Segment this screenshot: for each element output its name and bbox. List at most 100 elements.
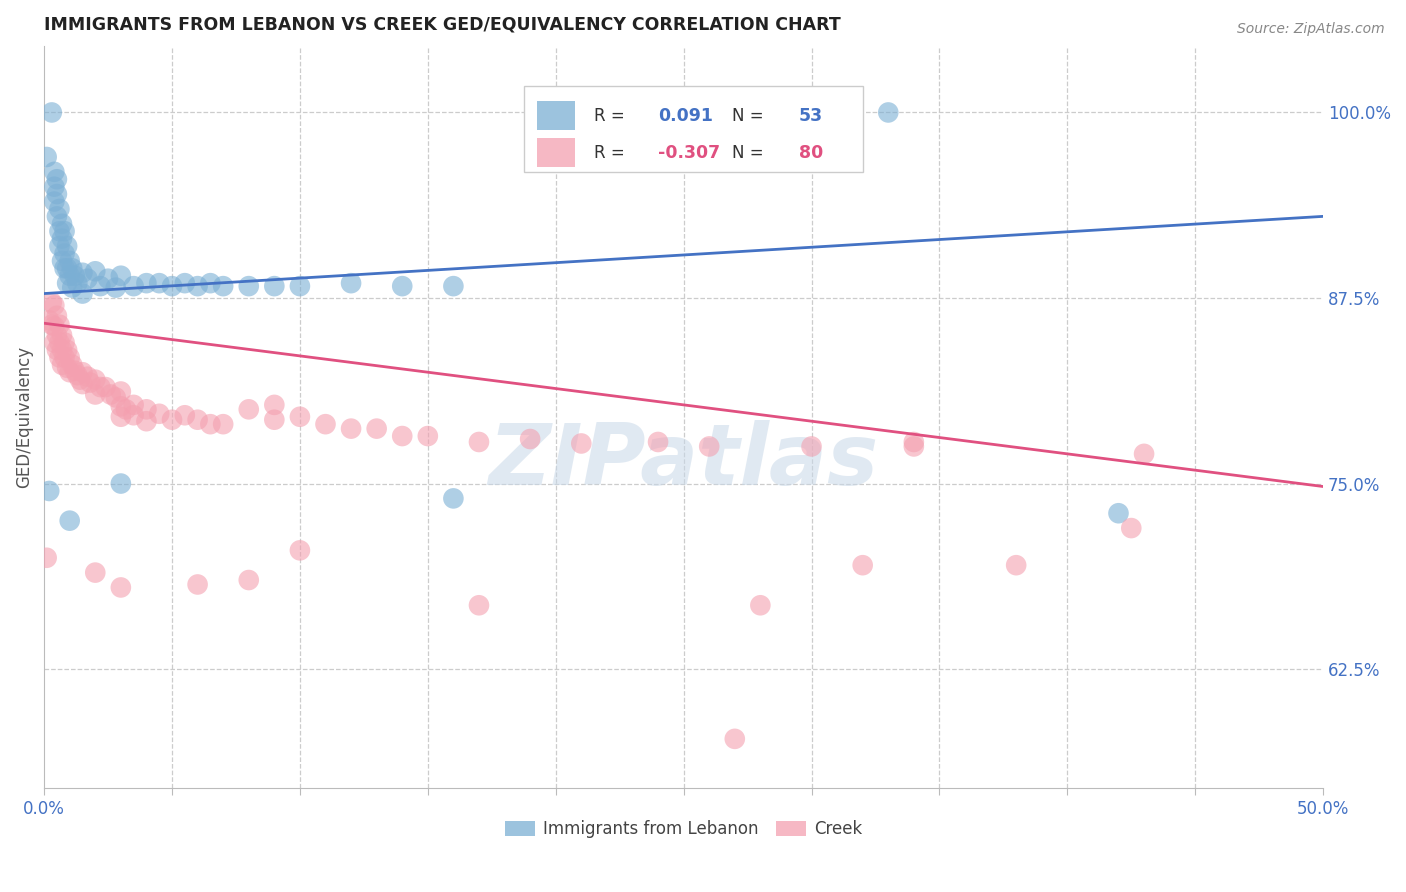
Point (66, 276, 89, 290)
Point (110, 409, 132, 424)
Point (41, 318, 63, 332)
Point (53, 246, 76, 260)
Point (89, 279, 111, 293)
Point (160, 413, 183, 427)
Point (72, 377, 94, 392)
Point (76, 271, 98, 285)
Point (84, 264, 107, 278)
Point (1005, 558, 1028, 573)
Point (63, 364, 86, 378)
Text: Source: ZipAtlas.com: Source: ZipAtlas.com (1237, 22, 1385, 37)
Point (51, 232, 73, 246)
Point (366, 422, 388, 436)
Point (38, 483, 60, 498)
Text: ZIPatlas: ZIPatlas (488, 420, 879, 503)
Text: R =: R = (595, 145, 630, 162)
Point (104, 391, 127, 405)
Text: 53: 53 (799, 107, 823, 125)
Point (647, 435, 669, 450)
Point (200, 276, 222, 290)
Point (56, 343, 79, 357)
Point (135, 414, 157, 428)
Point (59, 268, 82, 283)
Point (315, 417, 337, 432)
Point (48, 202, 70, 216)
Point (35, 150, 58, 164)
Legend: Immigrants from Lebanon, Creek: Immigrants from Lebanon, Creek (496, 812, 870, 847)
Point (724, 731, 747, 746)
Point (60, 358, 83, 372)
Point (44, 165, 66, 179)
Y-axis label: GED/Equivalency: GED/Equivalency (15, 346, 32, 488)
Point (56, 276, 79, 290)
Point (238, 402, 260, 417)
Point (697, 439, 720, 453)
Point (441, 279, 464, 293)
Point (238, 279, 260, 293)
Point (48, 351, 70, 365)
Point (89, 380, 111, 394)
Point (48, 239, 70, 253)
Point (69, 373, 91, 387)
Point (48, 318, 70, 332)
Point (53, 351, 76, 365)
Point (59, 514, 82, 528)
Point (173, 409, 195, 423)
Text: IMMIGRANTS FROM LEBANON VS CREEK GED/EQUIVALENCY CORRELATION CHART: IMMIGRANTS FROM LEBANON VS CREEK GED/EQU… (44, 15, 841, 33)
Point (569, 436, 592, 450)
Point (63, 268, 86, 283)
Point (79, 376, 101, 390)
Point (53, 261, 76, 276)
Point (66, 368, 89, 383)
Point (72, 266, 94, 280)
Point (44, 335, 66, 350)
Point (263, 398, 285, 412)
Point (110, 400, 132, 414)
Bar (537, 102, 575, 129)
Point (122, 398, 145, 412)
Point (1108, 506, 1130, 520)
Point (48, 224, 70, 238)
Point (110, 476, 132, 491)
Point (38, 313, 60, 327)
Point (877, 105, 900, 120)
Point (1133, 447, 1156, 461)
Point (1121, 521, 1143, 535)
Bar (537, 138, 575, 167)
FancyBboxPatch shape (524, 87, 863, 172)
Point (56, 261, 79, 276)
Text: 0.091: 0.091 (658, 107, 713, 125)
Point (468, 599, 491, 613)
Text: -0.307: -0.307 (658, 145, 720, 162)
Point (800, 439, 823, 453)
Point (749, 599, 772, 613)
Point (263, 413, 285, 427)
Point (45, 309, 67, 323)
Point (56, 239, 79, 253)
Point (94, 380, 117, 394)
Point (852, 558, 875, 573)
Point (72, 286, 94, 301)
Point (187, 279, 209, 293)
Point (45, 187, 67, 202)
Point (51, 328, 73, 343)
Point (84, 373, 107, 387)
Point (59, 365, 82, 379)
Point (135, 402, 157, 417)
Point (187, 577, 209, 591)
Point (97, 271, 120, 285)
Point (60, 261, 83, 276)
Point (53, 224, 76, 238)
Point (44, 179, 66, 194)
Point (110, 581, 132, 595)
Point (340, 422, 363, 436)
Point (41, 295, 63, 310)
Point (45, 328, 67, 343)
Point (115, 402, 138, 417)
Point (72, 365, 94, 379)
Point (104, 280, 127, 294)
Point (76, 369, 98, 384)
Point (441, 491, 464, 506)
Point (416, 429, 439, 443)
Point (44, 194, 66, 209)
